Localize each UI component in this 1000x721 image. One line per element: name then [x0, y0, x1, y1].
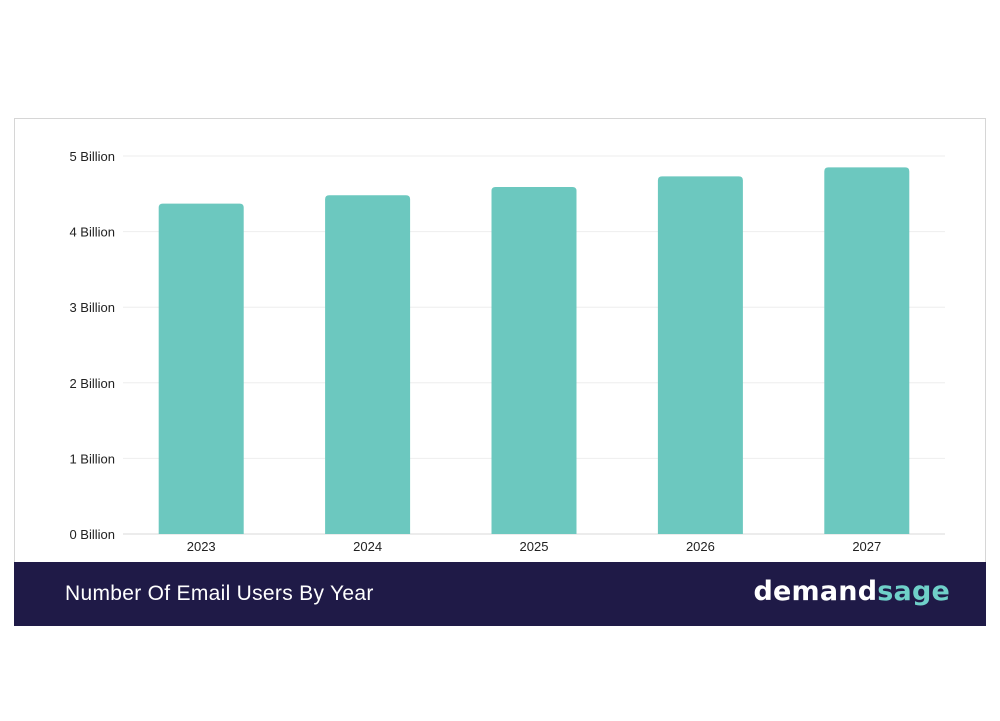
bar	[824, 167, 910, 534]
bar	[491, 186, 577, 534]
y-tick-label: 3 Billion	[69, 300, 115, 315]
y-tick-label: 5 Billion	[69, 149, 115, 164]
chart-card: 0 Billion 1 Billion 2 Billion 3 Billion 4 Bi…	[14, 118, 986, 626]
brand-logo-part1: demand	[753, 576, 878, 607]
x-tick-label: 2023	[187, 539, 216, 554]
brand-logo: demandsage	[754, 576, 950, 607]
y-tick-label: 4 Billion	[69, 225, 115, 240]
x-tick-label: 2026	[686, 539, 715, 554]
bar	[158, 203, 244, 534]
y-tick-label: 1 Billion	[69, 451, 115, 466]
x-tick-label: 2025	[520, 539, 549, 554]
bar-chart: 0 Billion 1 Billion 2 Billion 3 Billion 4 Bi…	[69, 149, 945, 554]
y-tick-label: 0 Billion	[69, 527, 115, 542]
bar	[325, 195, 411, 534]
chart-caption: Number Of Email Users By Year	[65, 582, 374, 605]
x-tick-label: 2024	[353, 539, 382, 554]
y-tick-label: 2 Billion	[69, 376, 115, 391]
chart-footer: Number Of Email Users By Year demandsage	[14, 562, 986, 626]
x-tick-label: 2027	[852, 539, 881, 554]
brand-logo-part2: sage	[877, 576, 950, 607]
bar	[657, 176, 743, 535]
